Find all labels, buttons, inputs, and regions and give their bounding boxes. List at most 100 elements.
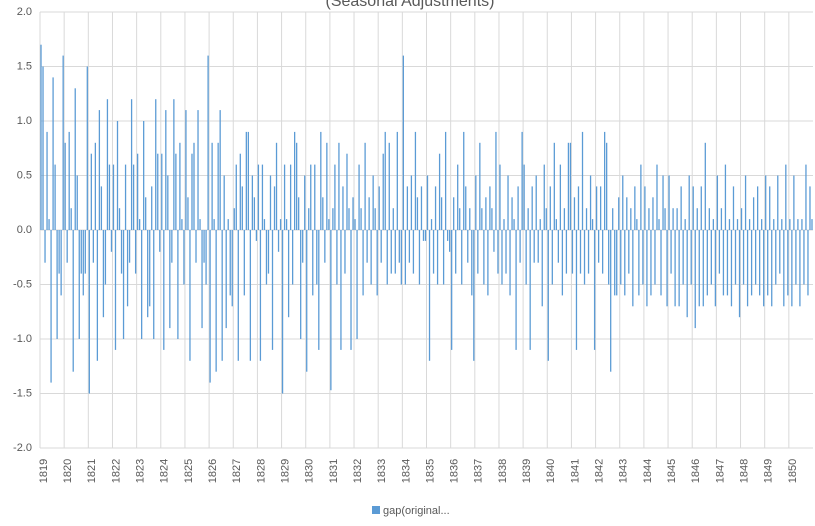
bar (789, 219, 791, 230)
bar (318, 230, 320, 350)
bar (491, 208, 493, 230)
x-tick-label: 1822 (110, 459, 122, 483)
bar (779, 230, 781, 274)
bar (126, 230, 129, 307)
bar (193, 142, 195, 230)
bar (777, 175, 779, 230)
bar (259, 230, 262, 361)
bar (257, 164, 260, 230)
bar (346, 153, 348, 230)
bar (145, 197, 147, 230)
bar (785, 164, 787, 230)
bar (559, 164, 562, 230)
bar (428, 230, 431, 361)
bar (350, 230, 352, 350)
bar (738, 230, 741, 318)
bar (203, 230, 205, 263)
bar (656, 164, 658, 230)
bar (803, 230, 805, 285)
bar (599, 186, 602, 230)
bar (668, 175, 670, 230)
bar (362, 230, 364, 296)
bar (775, 230, 777, 285)
bar (573, 197, 576, 230)
bar (616, 230, 618, 296)
bar (740, 208, 743, 230)
bar (394, 230, 396, 274)
bar (644, 186, 646, 230)
bar (640, 164, 642, 230)
legend-label: gap(original... (383, 505, 450, 517)
y-tick-label: -1.5 (13, 387, 32, 399)
bar (118, 208, 121, 230)
bar (306, 230, 308, 372)
bar (229, 230, 231, 296)
bar (322, 197, 324, 230)
bar (539, 219, 541, 230)
bar (567, 142, 570, 230)
bar (797, 219, 799, 230)
bar (420, 186, 423, 230)
y-tick-label: -0.5 (13, 278, 32, 290)
bar (724, 164, 727, 230)
bar (231, 230, 233, 307)
bar (366, 230, 368, 263)
bar (390, 230, 392, 274)
bar (634, 186, 636, 230)
bar (561, 230, 564, 296)
bar (68, 131, 70, 230)
bar (183, 230, 185, 285)
bar (495, 131, 497, 230)
bar (100, 186, 103, 230)
bar (426, 175, 429, 230)
bar (62, 55, 64, 230)
bar (714, 230, 717, 307)
bar (742, 230, 745, 285)
bar (626, 197, 628, 230)
bar (606, 142, 608, 230)
bar (811, 219, 813, 230)
x-tick-label: 1824 (159, 459, 171, 483)
x-tick-label: 1833 (376, 459, 388, 483)
x-tick-label: 1834 (400, 459, 412, 483)
bar (326, 142, 328, 230)
bar (376, 230, 378, 296)
x-tick-label: 1826 (207, 459, 219, 483)
bar (48, 219, 50, 230)
bar (60, 230, 62, 296)
bar (88, 230, 90, 394)
bar (169, 230, 171, 329)
bar (356, 230, 358, 339)
bar (457, 164, 459, 230)
bar (279, 219, 282, 230)
bar (56, 230, 58, 339)
bar (702, 230, 704, 307)
bar (102, 230, 105, 318)
bar (557, 230, 559, 263)
bar (392, 208, 394, 230)
bar (783, 230, 785, 307)
bar (563, 208, 566, 230)
bar (175, 153, 177, 230)
bar (120, 230, 123, 274)
bar (533, 230, 535, 263)
x-tick-label: 1836 (449, 459, 461, 483)
bar (410, 175, 413, 230)
bar (771, 230, 773, 307)
bar (90, 153, 92, 230)
bar (422, 230, 425, 241)
y-tick-label: 1.0 (17, 115, 32, 127)
bar (167, 175, 169, 230)
bar (334, 164, 336, 230)
bar (680, 186, 682, 230)
bar (386, 230, 388, 285)
bar (225, 230, 227, 329)
bar (213, 219, 215, 230)
bar (809, 186, 811, 230)
bar (124, 164, 127, 230)
bar (601, 230, 604, 274)
bar (271, 230, 274, 350)
bar (660, 230, 662, 296)
bar (80, 230, 82, 274)
bar (344, 230, 346, 274)
